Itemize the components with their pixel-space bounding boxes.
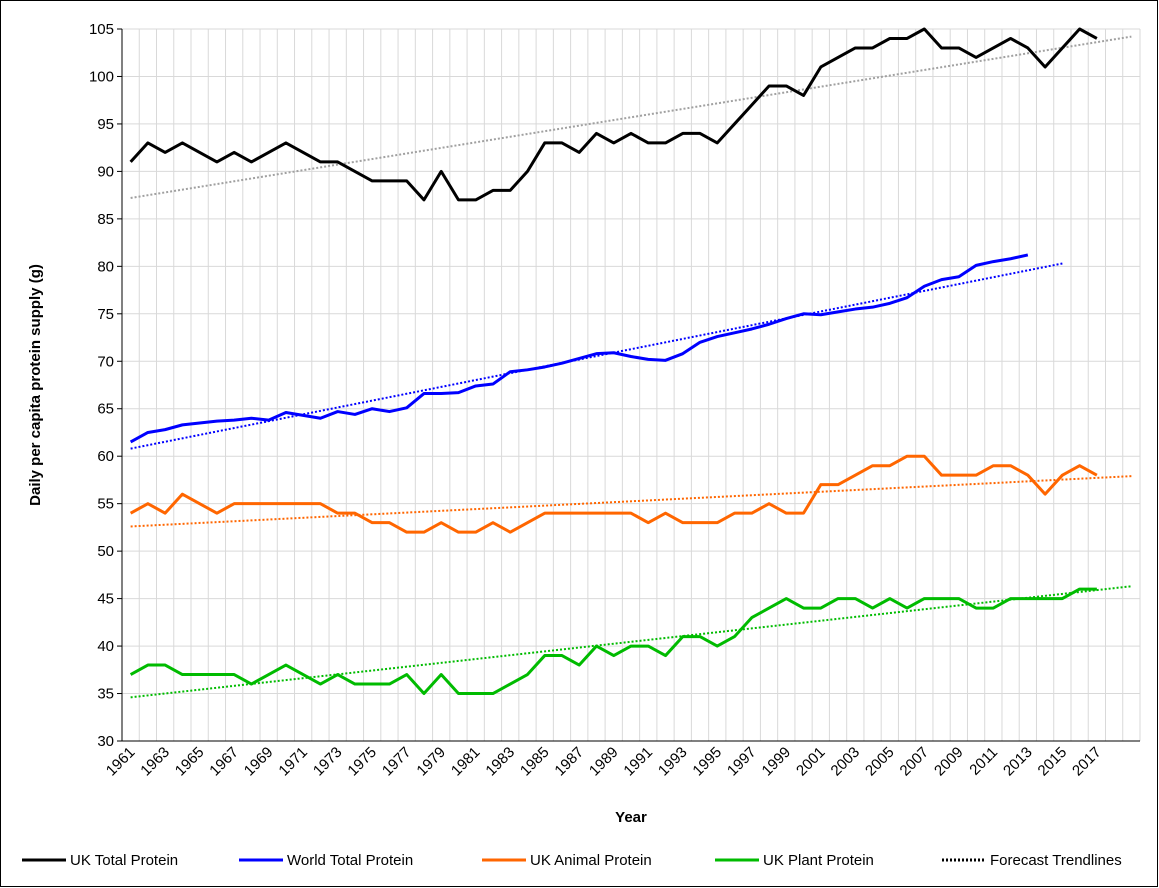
y-tick-label: 40 bbox=[97, 638, 114, 655]
legend-label: World Total Protein bbox=[287, 852, 413, 869]
y-tick-label: 35 bbox=[97, 686, 114, 703]
y-tick-label: 105 bbox=[89, 21, 114, 38]
y-axis-title: Daily per capita protein supply (g) bbox=[27, 264, 44, 506]
y-tick-label: 45 bbox=[97, 591, 114, 608]
plot bbox=[129, 27, 1132, 699]
legend-label: UK Plant Protein bbox=[763, 852, 874, 869]
y-tick-label: 90 bbox=[97, 163, 114, 180]
series-line bbox=[129, 27, 1098, 202]
legend-label: Forecast Trendlines bbox=[990, 852, 1122, 869]
y-tick-label: 50 bbox=[97, 543, 114, 560]
trendline bbox=[130, 35, 1132, 199]
y-tick-label: 55 bbox=[97, 496, 114, 513]
y-tick-label: 100 bbox=[89, 68, 114, 85]
y-tick-label: 75 bbox=[97, 306, 114, 323]
x-axis-title: Year bbox=[615, 809, 647, 826]
y-tick-label: 30 bbox=[97, 733, 114, 750]
legend-label: UK Animal Protein bbox=[530, 852, 652, 869]
trendline bbox=[130, 475, 1132, 528]
series-line bbox=[129, 253, 1029, 444]
y-tick-label: 80 bbox=[97, 258, 114, 275]
y-tick-label: 95 bbox=[97, 116, 114, 133]
series-line bbox=[129, 454, 1098, 534]
y-tick-label: 65 bbox=[97, 401, 114, 418]
series-line bbox=[129, 587, 1097, 696]
y-tick-label: 60 bbox=[97, 448, 114, 465]
legend-label: UK Total Protein bbox=[70, 852, 178, 869]
y-tick-label: 85 bbox=[97, 211, 114, 228]
y-tick-label: 70 bbox=[97, 353, 114, 370]
